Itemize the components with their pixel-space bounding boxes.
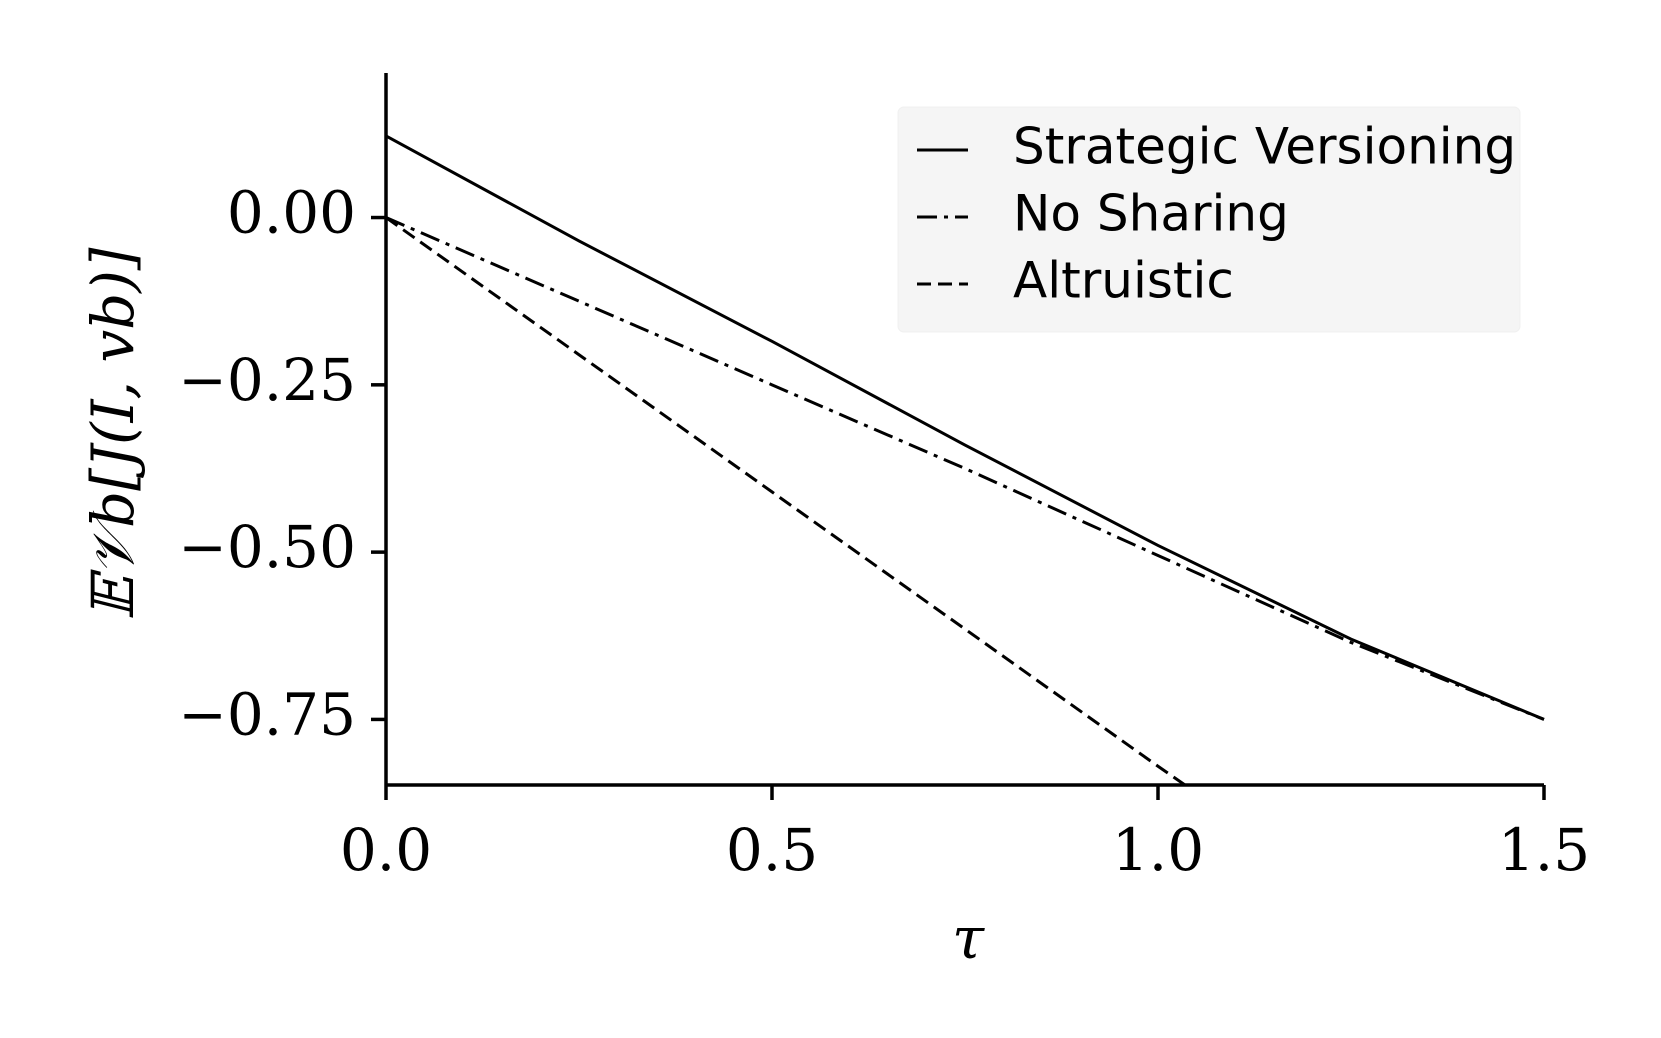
series-line <box>385 134 1545 721</box>
y-tick-label: 0.00 <box>227 179 356 247</box>
legend-label: Altruistic <box>1013 252 1234 310</box>
y-tick-label: −0.25 <box>178 346 356 414</box>
legend-label: No Sharing <box>1013 185 1289 243</box>
series-line <box>385 216 1186 787</box>
series-line <box>385 216 1545 721</box>
x-tick-label: 0.5 <box>726 816 818 884</box>
y-tick-label: −0.75 <box>178 680 356 748</box>
legend-label: Strategic Versioning <box>1013 118 1516 176</box>
y-axis-label: 𝔼𝒱b[J(I, vb)] <box>79 247 147 620</box>
x-tick-label: 1.5 <box>1498 816 1590 884</box>
x-tick-label: 0.0 <box>340 816 432 884</box>
legend-box <box>897 106 1521 333</box>
x-tick-label: 1.0 <box>1112 816 1204 884</box>
y-tick-label: −0.50 <box>178 513 356 581</box>
x-axis-label: τ <box>952 904 985 972</box>
